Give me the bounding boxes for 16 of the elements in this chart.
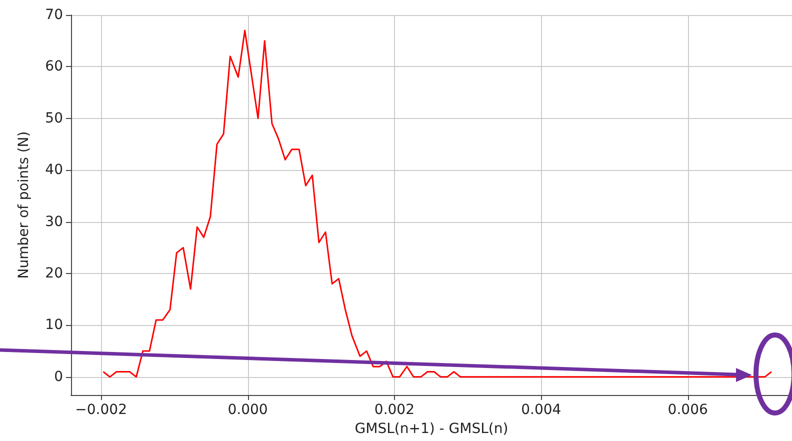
y-tick-label: 30: [45, 214, 63, 230]
line-series: [102, 30, 772, 378]
x-tick-label: 0.004: [521, 402, 562, 418]
x-tick-label: 0.002: [374, 402, 415, 418]
x-tick-label: 0.000: [228, 402, 268, 418]
y-tick-label: 10: [45, 317, 63, 334]
x-tick-label: −0.002: [75, 402, 127, 418]
y-tick-label: 20: [45, 266, 63, 282]
y-axis-title: Number of points (N): [16, 131, 32, 279]
x-tick-label: 0.006: [668, 402, 708, 418]
y-tick-label: 70: [45, 7, 63, 23]
y-tick-label: 50: [45, 110, 63, 126]
y-tick-label: 0: [54, 368, 63, 385]
y-tick-label: 60: [45, 58, 63, 75]
x-axis-title: GMSL(n+1) - GMSL(n): [354, 420, 508, 437]
y-tick-label: 40: [45, 162, 63, 178]
